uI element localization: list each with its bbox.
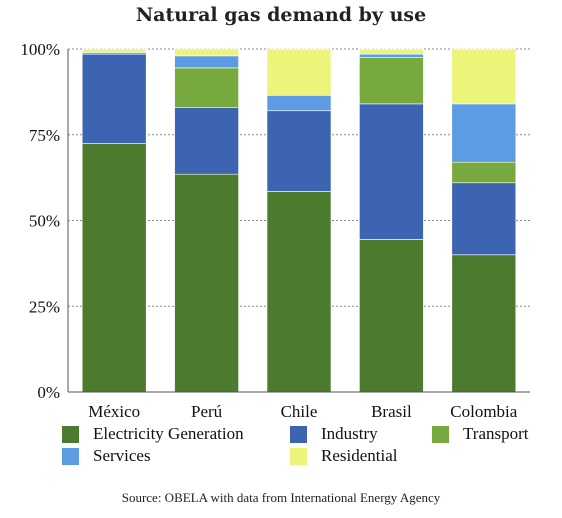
legend-swatch xyxy=(290,425,307,443)
bar-segment[interactable] xyxy=(359,57,424,105)
bar-segment[interactable] xyxy=(451,254,517,393)
y-tick-label: 25% xyxy=(29,297,60,316)
legend-label: Residential xyxy=(321,446,398,465)
bar-segment[interactable] xyxy=(266,110,332,192)
y-tick-label: 50% xyxy=(29,212,60,231)
legend-item-residential[interactable]: Residential xyxy=(290,446,397,466)
bar-segment[interactable] xyxy=(81,53,147,144)
y-tick-label: 75% xyxy=(29,126,60,145)
bar-segment[interactable] xyxy=(174,55,239,69)
bar-segment[interactable] xyxy=(359,103,424,240)
chart-title: Natural gas demand by use xyxy=(135,4,427,26)
legend-swatch xyxy=(62,447,79,465)
bar-segment[interactable] xyxy=(359,53,424,58)
source-note: Source: OBELA with data from Internation… xyxy=(121,490,441,505)
bar-segment[interactable] xyxy=(174,67,239,108)
x-tick-label: Perú xyxy=(191,402,223,421)
bar-segment[interactable] xyxy=(451,48,517,105)
bar-segment[interactable] xyxy=(451,103,517,163)
y-tick-label: 100% xyxy=(20,40,60,59)
legend-swatch xyxy=(290,447,307,465)
bar-segment[interactable] xyxy=(359,48,424,55)
legend-label: Services xyxy=(93,446,151,465)
legend-label: Industry xyxy=(321,424,378,443)
x-tick-label: México xyxy=(88,402,140,421)
axes xyxy=(67,49,530,393)
bar-segment[interactable] xyxy=(174,48,239,57)
bar-segment[interactable] xyxy=(266,191,332,393)
legend-label: Transport xyxy=(463,424,529,443)
legend-item-transport[interactable]: Transport xyxy=(432,424,529,444)
bars xyxy=(81,48,517,393)
legend-swatch xyxy=(62,425,79,443)
bar-segment[interactable] xyxy=(81,143,147,393)
x-tick-label: Colombia xyxy=(450,402,518,421)
bar-segment[interactable] xyxy=(266,95,332,112)
bar-segment[interactable] xyxy=(81,48,147,53)
legend-item-industry[interactable]: Industry xyxy=(290,424,378,444)
tick-labels: 0% 25% 50% 75% 100% México Perú Chile Brasil Colo… xyxy=(20,40,517,421)
x-tick-label: Chile xyxy=(281,402,318,421)
bar-segment[interactable] xyxy=(359,239,424,393)
bar-segment[interactable] xyxy=(266,48,332,96)
legend-item-services[interactable]: Services xyxy=(62,446,151,466)
legend-label: Electricity Generation xyxy=(93,424,244,443)
bar-segment[interactable] xyxy=(174,107,239,175)
x-tick-label: Brasil xyxy=(371,402,412,421)
legend-swatch xyxy=(432,425,449,443)
bar-segment[interactable] xyxy=(451,182,517,256)
legend-item-electricity-generation[interactable]: Electricity Generation xyxy=(62,424,244,444)
bar-segment[interactable] xyxy=(451,161,517,184)
y-tick-label: 0% xyxy=(37,383,60,402)
bar-segment[interactable] xyxy=(174,173,239,393)
